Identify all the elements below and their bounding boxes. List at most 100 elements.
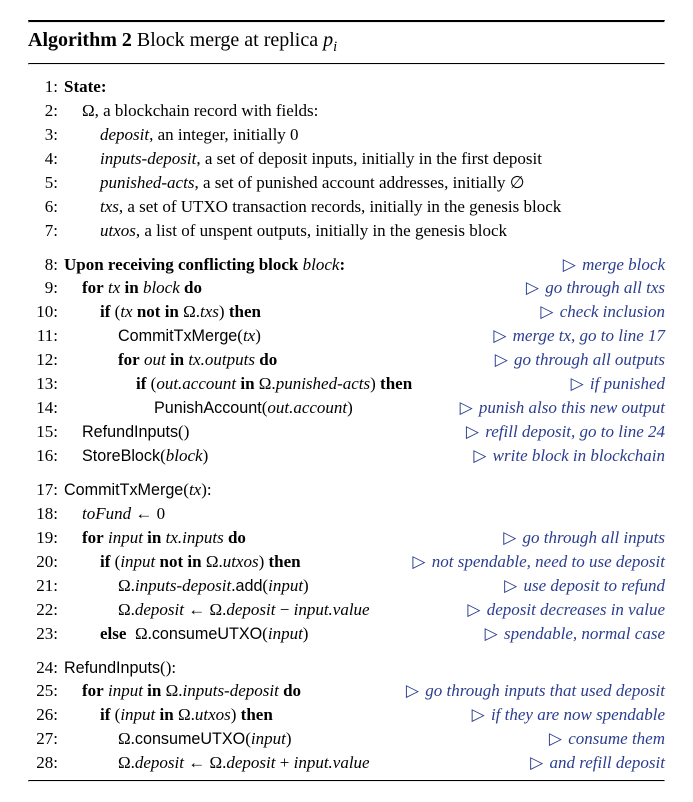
line-code: for tx in block do xyxy=(64,277,520,300)
line-code: for input in tx.inputs do xyxy=(64,527,497,550)
line-comment: ▷ and refill deposit xyxy=(524,752,665,775)
line-comment: ▷ if they are now spendable xyxy=(466,704,665,727)
line-code: punished-acts, a set of punished account… xyxy=(64,172,665,195)
algorithm-line: 22:Ω.deposit ← Ω.deposit − input.value▷ … xyxy=(28,598,665,622)
algorithm-line: 16:StoreBlock(block)▷ write block in blo… xyxy=(28,445,665,469)
algorithm-block: Algorithm 2 Block merge at replica pi 1:… xyxy=(28,20,665,782)
line-number: 20: xyxy=(28,551,64,574)
line-code: Ω.deposit ← Ω.deposit + input.value xyxy=(64,752,524,775)
line-code: toFund ← 0 xyxy=(64,503,665,526)
line-code: else Ω.consumeUTXO(input) xyxy=(64,623,479,646)
line-number: 17: xyxy=(28,479,64,502)
line-comment: ▷ refill deposit, go to line 24 xyxy=(460,421,665,444)
line-comment: ▷ merge tx, go to line 17 xyxy=(487,325,665,348)
line-number: 15: xyxy=(28,421,64,444)
line-code: PunishAccount(out.account) xyxy=(64,397,454,420)
line-comment: ▷ go through all inputs xyxy=(497,527,665,550)
line-number: 21: xyxy=(28,575,64,598)
line-number: 2: xyxy=(28,100,64,123)
line-number: 1: xyxy=(28,76,64,99)
line-number: 24: xyxy=(28,657,64,680)
line-number: 5: xyxy=(28,172,64,195)
algorithm-line: 9:for tx in block do▷ go through all txs xyxy=(28,277,665,301)
line-code: RefundInputs() xyxy=(64,421,460,444)
algorithm-desc: Block merge at replica xyxy=(137,29,323,51)
line-code: Upon receiving conflicting block block: xyxy=(64,254,557,277)
algorithm-line: 12:for out in tx.outputs do▷ go through … xyxy=(28,349,665,373)
algorithm-line: 7:utxos, a list of unspent outputs, init… xyxy=(28,219,665,243)
algorithm-line: 25:for input in Ω.inputs-deposit do▷ go … xyxy=(28,680,665,704)
line-number: 14: xyxy=(28,397,64,420)
line-comment: ▷ use deposit to refund xyxy=(498,575,665,598)
line-code: Ω, a blockchain record with fields: xyxy=(64,100,665,123)
algorithm-line: 3:deposit, an integer, initially 0 xyxy=(28,123,665,147)
line-number: 11: xyxy=(28,325,64,348)
algorithm-line: 23:else Ω.consumeUTXO(input)▷ spendable,… xyxy=(28,622,665,646)
line-code: RefundInputs(): xyxy=(64,657,665,680)
line-number: 16: xyxy=(28,445,64,468)
line-number: 26: xyxy=(28,704,64,727)
algorithm-line: 5:punished-acts, a set of punished accou… xyxy=(28,171,665,195)
bottom-rule xyxy=(28,780,665,782)
line-comment: ▷ go through inputs that used deposit xyxy=(400,680,665,703)
line-code: if (input not in Ω.utxos) then xyxy=(64,551,406,574)
line-comment: ▷ go through all outputs xyxy=(489,349,665,372)
line-comment: ▷ write block in blockchain xyxy=(467,445,665,468)
line-number: 8: xyxy=(28,254,64,277)
algorithm-line: 19:for input in tx.inputs do▷ go through… xyxy=(28,526,665,550)
algorithm-subscript: i xyxy=(333,39,337,55)
algorithm-line: 28:Ω.deposit ← Ω.deposit + input.value▷ … xyxy=(28,752,665,776)
line-comment: ▷ check inclusion xyxy=(534,301,665,324)
line-code: deposit, an integer, initially 0 xyxy=(64,124,665,147)
algorithm-line: 21:Ω.inputs-deposit.add(input)▷ use depo… xyxy=(28,574,665,598)
line-code: inputs-deposit, a set of deposit inputs,… xyxy=(64,148,665,171)
line-number: 6: xyxy=(28,196,64,219)
algorithm-line: 11:CommitTxMerge(tx)▷ merge tx, go to li… xyxy=(28,325,665,349)
algorithm-line: 27:Ω.consumeUTXO(input)▷ consume them xyxy=(28,728,665,752)
algorithm-line: 2:Ω, a blockchain record with fields: xyxy=(28,99,665,123)
line-comment: ▷ consume them xyxy=(543,728,665,751)
line-comment: ▷ merge block xyxy=(557,254,665,277)
line-number: 12: xyxy=(28,349,64,372)
line-comment: ▷ punish also this new output xyxy=(454,397,665,420)
line-code: for out in tx.outputs do xyxy=(64,349,489,372)
line-comment: ▷ go through all txs xyxy=(520,277,665,300)
algorithm-line: 17:CommitTxMerge(tx): xyxy=(28,478,665,502)
line-number: 22: xyxy=(28,599,64,622)
line-number: 4: xyxy=(28,148,64,171)
blank-line xyxy=(28,646,665,656)
line-code: if (input in Ω.utxos) then xyxy=(64,704,466,727)
line-number: 9: xyxy=(28,277,64,300)
line-comment: ▷ not spendable, need to use deposit xyxy=(406,551,665,574)
line-comment: ▷ if punished xyxy=(565,373,665,396)
line-number: 7: xyxy=(28,220,64,243)
line-number: 19: xyxy=(28,527,64,550)
line-number: 25: xyxy=(28,680,64,703)
algorithm-line: 18:toFund ← 0 xyxy=(28,502,665,526)
algorithm-title: Algorithm 2 Block merge at replica pi xyxy=(28,23,665,63)
algorithm-label: Algorithm 2 xyxy=(28,29,132,51)
algorithm-line: 15:RefundInputs()▷ refill deposit, go to… xyxy=(28,421,665,445)
algorithm-line: 26:if (input in Ω.utxos) then▷ if they a… xyxy=(28,704,665,728)
algorithm-var: p xyxy=(323,29,333,51)
line-code: State: xyxy=(64,76,665,99)
line-code: for input in Ω.inputs-deposit do xyxy=(64,680,400,703)
algorithm-line: 4:inputs-deposit, a set of deposit input… xyxy=(28,147,665,171)
algorithm-line: 20:if (input not in Ω.utxos) then▷ not s… xyxy=(28,550,665,574)
line-code: CommitTxMerge(tx): xyxy=(64,479,665,502)
line-code: if (tx not in Ω.txs) then xyxy=(64,301,534,324)
algorithm-line: 10:if (tx not in Ω.txs) then▷ check incl… xyxy=(28,301,665,325)
line-number: 28: xyxy=(28,752,64,775)
line-number: 18: xyxy=(28,503,64,526)
line-code: CommitTxMerge(tx) xyxy=(64,325,487,348)
line-code: utxos, a list of unspent outputs, initia… xyxy=(64,220,665,243)
line-code: Ω.deposit ← Ω.deposit − input.value xyxy=(64,599,461,622)
line-number: 13: xyxy=(28,373,64,396)
blank-line xyxy=(28,243,665,253)
line-code: if (out.account in Ω.punished-acts) then xyxy=(64,373,565,396)
line-comment: ▷ deposit decreases in value xyxy=(461,599,665,622)
line-comment: ▷ spendable, normal case xyxy=(479,623,665,646)
line-number: 3: xyxy=(28,124,64,147)
algorithm-line: 13:if (out.account in Ω.punished-acts) t… xyxy=(28,373,665,397)
line-code: Ω.consumeUTXO(input) xyxy=(64,728,543,751)
